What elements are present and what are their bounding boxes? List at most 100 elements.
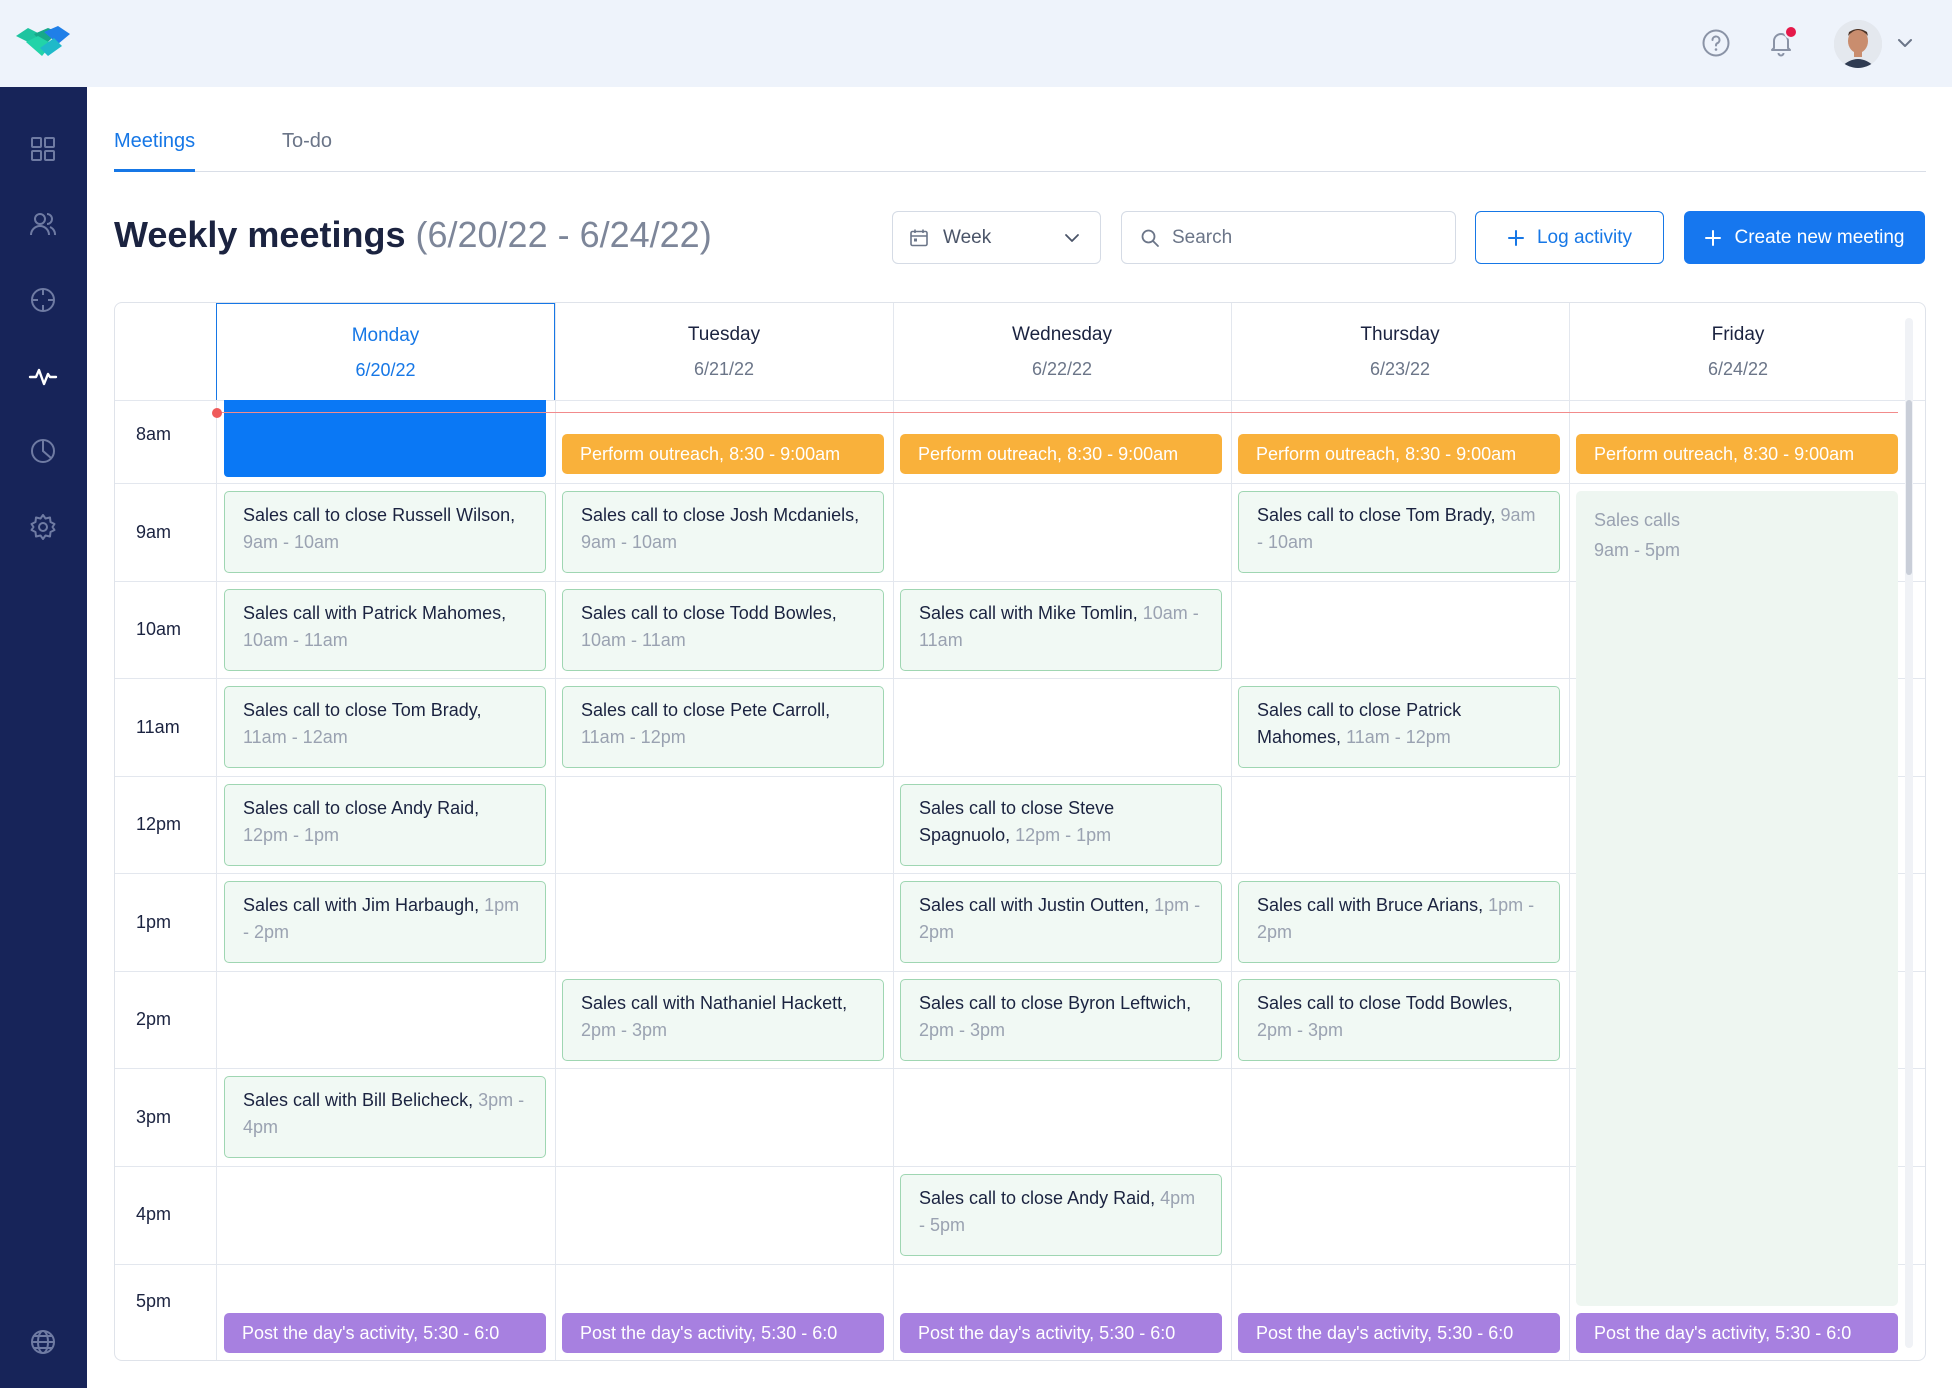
block-time: 9am - 5pm xyxy=(1594,540,1681,560)
meeting-card[interactable]: Sales call to close Pete Carroll, 11am -… xyxy=(562,686,884,768)
create-meeting-button[interactable]: Create new meeting xyxy=(1684,211,1925,264)
day-date: 6/23/22 xyxy=(1369,359,1431,379)
grid-icon[interactable] xyxy=(25,131,61,167)
page-title-text: Weekly meetings xyxy=(114,214,406,255)
meeting-title: Sales call with Bruce Arians, xyxy=(1257,895,1484,915)
target-icon[interactable] xyxy=(25,282,61,318)
gear-icon[interactable] xyxy=(25,509,61,545)
post-activity-event[interactable]: Post the day's activity, 5:30 - 6:0 xyxy=(1576,1313,1898,1353)
meeting-time: 12pm - 1pm xyxy=(1015,825,1112,845)
calendar-scrollbar[interactable] xyxy=(1905,318,1913,1348)
view-select[interactable]: Week xyxy=(892,211,1101,264)
meeting-card[interactable]: Sales call to close Andy Raid, 12pm - 1p… xyxy=(224,784,546,866)
users-icon[interactable] xyxy=(25,206,61,242)
plus-icon xyxy=(1507,229,1524,246)
day-header-wednesday[interactable]: Wednesday 6/22/22 xyxy=(893,303,1231,400)
day-date: 6/22/22 xyxy=(1031,359,1093,379)
tab-meetings[interactable]: Meetings xyxy=(114,130,196,172)
meeting-title: Sales call with Mike Tomlin, xyxy=(919,603,1138,623)
meeting-time: 2pm - 3pm xyxy=(581,1020,668,1040)
view-select-value: Week xyxy=(943,226,992,248)
meeting-title: Sales call to close Patrick Mahomes, xyxy=(1257,700,1462,747)
scroll-thumb[interactable] xyxy=(1906,400,1912,575)
meeting-card[interactable]: Sales call to close Todd Bowles, 2pm - 3… xyxy=(1238,979,1560,1061)
outreach-event[interactable]: Perform outreach, 8:30 - 9:00am xyxy=(562,434,884,474)
search-icon xyxy=(1141,229,1159,247)
meeting-card[interactable]: Sales call with Justin Outten, 1pm - 2pm xyxy=(900,881,1222,963)
chevron-down-icon[interactable] xyxy=(1894,32,1916,54)
meeting-time: 12pm - 1pm xyxy=(243,825,340,845)
day-date: 6/20/22 xyxy=(355,360,416,380)
search-input[interactable] xyxy=(1172,226,1432,249)
tab-bar: Meetings To-do xyxy=(114,126,1926,172)
help-icon[interactable] xyxy=(1697,24,1735,62)
meeting-card[interactable]: Sales call to close Todd Bowles, 10am - … xyxy=(562,589,884,671)
weekly-calendar: Monday 6/20/22 Tuesday 6/21/22 Wednesday… xyxy=(114,302,1926,1361)
meeting-time: 10am - 11am xyxy=(581,630,686,650)
meeting-title: Sales call to close Russell Wilson, xyxy=(243,505,516,525)
post-activity-event[interactable]: Post the day's activity, 5:30 - 6:0 xyxy=(900,1313,1222,1353)
day-name: Monday xyxy=(351,325,420,346)
tab-to-do[interactable]: To-do xyxy=(282,130,333,152)
post-activity-event[interactable]: Post the day's activity, 5:30 - 6:0 xyxy=(1238,1313,1560,1353)
meeting-card[interactable]: Sales call to close Russell Wilson, 9am … xyxy=(224,491,546,573)
meeting-title: Sales call with Patrick Mahomes, xyxy=(243,603,507,623)
sidebar xyxy=(0,87,87,1388)
time-label: 12pm xyxy=(136,814,182,834)
current-time-line xyxy=(217,412,1898,413)
meeting-card[interactable]: Sales call with Bill Belicheck, 3pm - 4p… xyxy=(224,1076,546,1158)
time-label: 10am xyxy=(136,619,182,639)
outreach-event[interactable]: Perform outreach, 8:30 - 9:00am xyxy=(900,434,1222,474)
outreach-event[interactable]: Perform outreach, 8:30 - 9:00am xyxy=(1238,434,1560,474)
post-activity-event[interactable]: Post the day's activity, 5:30 - 6:0 xyxy=(224,1313,546,1353)
day-name: Wednesday xyxy=(1012,324,1112,345)
meeting-time: 10am - 11am xyxy=(243,630,348,650)
meeting-time: 1pm - 2pm xyxy=(243,895,520,942)
meeting-title: Sales call with Jim Harbaugh, xyxy=(243,895,480,915)
meeting-title: Sales call to close Byron Leftwich, xyxy=(919,993,1192,1013)
search-box[interactable] xyxy=(1121,211,1456,264)
meeting-title: Sales call to close Andy Raid, xyxy=(919,1188,1156,1208)
meeting-card[interactable]: Sales call to close Josh Mcdaniels, 9am … xyxy=(562,491,884,573)
avatar[interactable] xyxy=(1834,20,1882,68)
friday-sales-calls-block[interactable]: Sales calls 9am - 5pm xyxy=(1576,491,1898,1306)
meeting-card[interactable]: Sales call to close Byron Leftwich, 2pm … xyxy=(900,979,1222,1061)
day-header-friday[interactable]: Friday 6/24/22 xyxy=(1569,303,1907,400)
activity-icon[interactable] xyxy=(25,358,61,394)
post-activity-event[interactable]: Post the day's activity, 5:30 - 6:0 xyxy=(562,1313,884,1353)
meeting-card[interactable]: Sales call to close Steve Spagnuolo, 12p… xyxy=(900,784,1222,866)
meeting-card[interactable]: Sales call with Bruce Arians, 1pm - 2pm xyxy=(1238,881,1560,963)
pie-chart-icon[interactable] xyxy=(25,433,61,469)
meeting-card[interactable]: Sales call to close Patrick Mahomes, 11a… xyxy=(1238,686,1560,768)
day-header-monday[interactable]: Monday 6/20/22 xyxy=(216,303,555,400)
meeting-title: Sales call with Justin Outten, xyxy=(919,895,1150,915)
time-label: 11am xyxy=(136,717,180,737)
meeting-card[interactable]: Sales call to close Andy Raid, 4pm - 5pm xyxy=(900,1174,1222,1256)
time-label: 2pm xyxy=(136,1009,172,1029)
meeting-time: 9am - 10am xyxy=(243,532,340,552)
globe-icon[interactable] xyxy=(25,1324,61,1360)
outreach-event[interactable]: Perform outreach, 8:30 - 9:00am xyxy=(1576,434,1898,474)
page-title: Weekly meetings (6/20/22 - 6/24/22) xyxy=(114,214,712,256)
time-label: 3pm xyxy=(136,1107,172,1127)
meeting-card[interactable]: Sales call with Patrick Mahomes, 10am - … xyxy=(224,589,546,671)
meeting-title: Sales call to close Pete Carroll, xyxy=(581,700,831,720)
create-meeting-label: Create new meeting xyxy=(1734,226,1905,248)
current-time-dot xyxy=(212,408,222,418)
log-activity-button[interactable]: Log activity xyxy=(1475,211,1664,264)
meeting-card[interactable]: Sales call with Nathaniel Hackett, 2pm -… xyxy=(562,979,884,1061)
time-label: 4pm xyxy=(136,1204,172,1224)
meeting-time: 3pm - 4pm xyxy=(243,1090,525,1137)
meeting-time: 4pm - 5pm xyxy=(919,1188,1196,1235)
day-header-tuesday[interactable]: Tuesday 6/21/22 xyxy=(555,303,893,400)
meeting-title: Sales call to close Todd Bowles, xyxy=(581,603,837,623)
meeting-time: 11am - 12pm xyxy=(1346,727,1451,747)
meeting-card[interactable]: Sales call to close Tom Brady, 9am - 10a… xyxy=(1238,491,1560,573)
meeting-time: 10am - 11am xyxy=(919,603,1199,650)
meeting-card[interactable]: Sales call with Jim Harbaugh, 1pm - 2pm xyxy=(224,881,546,963)
handshake-logo[interactable] xyxy=(14,22,72,62)
day-header-thursday[interactable]: Thursday 6/23/22 xyxy=(1231,303,1569,400)
meeting-title: Sales call to close Andy Raid, xyxy=(243,798,480,818)
meeting-card[interactable]: Sales call to close Tom Brady, 11am - 12… xyxy=(224,686,546,768)
meeting-card[interactable]: Sales call with Mike Tomlin, 10am - 11am xyxy=(900,589,1222,671)
